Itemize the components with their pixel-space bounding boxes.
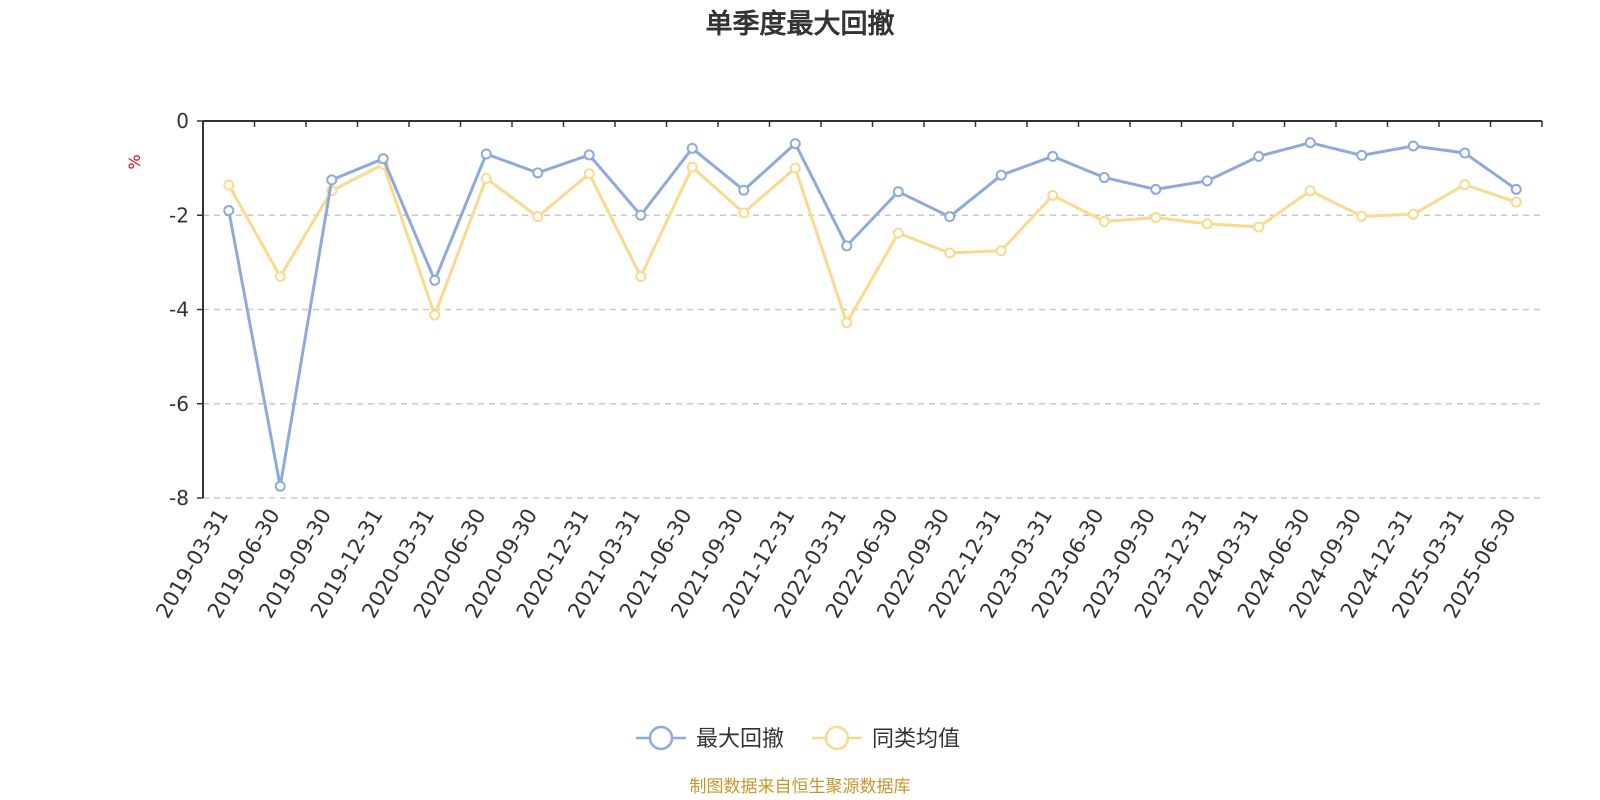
data-point[interactable] — [1098, 215, 1110, 227]
data-point[interactable] — [429, 309, 441, 321]
data-point[interactable] — [738, 207, 750, 219]
series-layer — [223, 137, 1522, 492]
data-point[interactable] — [686, 142, 698, 154]
series-1 — [223, 158, 1522, 329]
data-point[interactable] — [274, 271, 286, 283]
legend-marker-max-drawdown — [648, 725, 674, 751]
data-point[interactable] — [1459, 179, 1471, 191]
data-point[interactable] — [1098, 172, 1110, 184]
y-axis-unit: % — [125, 154, 144, 169]
data-point[interactable] — [480, 148, 492, 160]
y-tick-label: -6 — [169, 392, 189, 416]
data-point[interactable] — [1201, 175, 1213, 187]
y-axis-ticks: 0 -2 -4 -6 -8 — [169, 109, 203, 510]
legend-item-peer-average[interactable]: 同类均值 — [812, 725, 960, 752]
source-note: 制图数据来自恒生聚源数据库 — [690, 777, 911, 797]
series-line — [227, 162, 1517, 325]
data-point[interactable] — [274, 480, 286, 492]
data-point[interactable] — [1150, 183, 1162, 195]
data-point[interactable] — [995, 169, 1007, 181]
data-point[interactable] — [1356, 149, 1368, 161]
legend-marker-peer-average — [824, 725, 850, 751]
data-point[interactable] — [223, 205, 235, 217]
data-point[interactable] — [892, 186, 904, 198]
data-point[interactable] — [532, 211, 544, 223]
data-point[interactable] — [1201, 218, 1213, 230]
x-axis-ticks: 2019-03-312019-06-302019-09-302019-12-31… — [151, 121, 1543, 622]
y-tick-label: -4 — [169, 298, 189, 322]
data-point[interactable] — [635, 209, 647, 221]
y-tick-label: 0 — [176, 109, 189, 133]
data-point[interactable] — [1047, 150, 1059, 162]
series-line — [227, 141, 1518, 488]
chart-title: 单季度最大回撤 — [706, 8, 895, 40]
data-point[interactable] — [686, 161, 698, 173]
data-point[interactable] — [738, 184, 750, 196]
legend-label-peer-average: 同类均值 — [872, 727, 960, 752]
data-point[interactable] — [429, 274, 441, 286]
data-point[interactable] — [480, 172, 492, 184]
data-point[interactable] — [223, 179, 235, 191]
data-point[interactable] — [995, 245, 1007, 257]
data-point[interactable] — [841, 240, 853, 252]
data-point[interactable] — [1304, 137, 1316, 149]
series-0 — [223, 137, 1522, 492]
data-point[interactable] — [1510, 196, 1522, 208]
grid-lines — [203, 214, 1542, 499]
data-point[interactable] — [1407, 140, 1419, 152]
data-point[interactable] — [583, 168, 595, 180]
data-point[interactable] — [583, 149, 595, 161]
legend[interactable]: 最大回撤 同类均值 — [636, 725, 960, 752]
legend-label-max-drawdown: 最大回撤 — [696, 727, 784, 752]
data-point[interactable] — [1047, 189, 1059, 201]
y-tick-label: -2 — [169, 203, 189, 227]
data-point[interactable] — [1407, 208, 1419, 220]
data-point[interactable] — [1253, 150, 1265, 162]
legend-item-max-drawdown[interactable]: 最大回撤 — [636, 725, 784, 752]
data-point[interactable] — [892, 227, 904, 239]
data-point[interactable] — [532, 167, 544, 179]
data-point[interactable] — [1253, 221, 1265, 233]
data-point[interactable] — [1150, 212, 1162, 224]
data-point[interactable] — [1304, 185, 1316, 197]
data-point[interactable] — [944, 211, 956, 223]
data-point[interactable] — [841, 317, 853, 329]
data-point[interactable] — [377, 153, 389, 165]
data-point[interactable] — [789, 162, 801, 174]
data-point[interactable] — [944, 247, 956, 259]
data-point[interactable] — [789, 138, 801, 150]
data-point[interactable] — [1459, 147, 1471, 159]
y-tick-label: -8 — [169, 486, 189, 510]
data-point[interactable] — [1510, 183, 1522, 195]
data-point[interactable] — [635, 271, 647, 283]
data-point[interactable] — [1356, 210, 1368, 222]
data-point[interactable] — [326, 174, 338, 186]
